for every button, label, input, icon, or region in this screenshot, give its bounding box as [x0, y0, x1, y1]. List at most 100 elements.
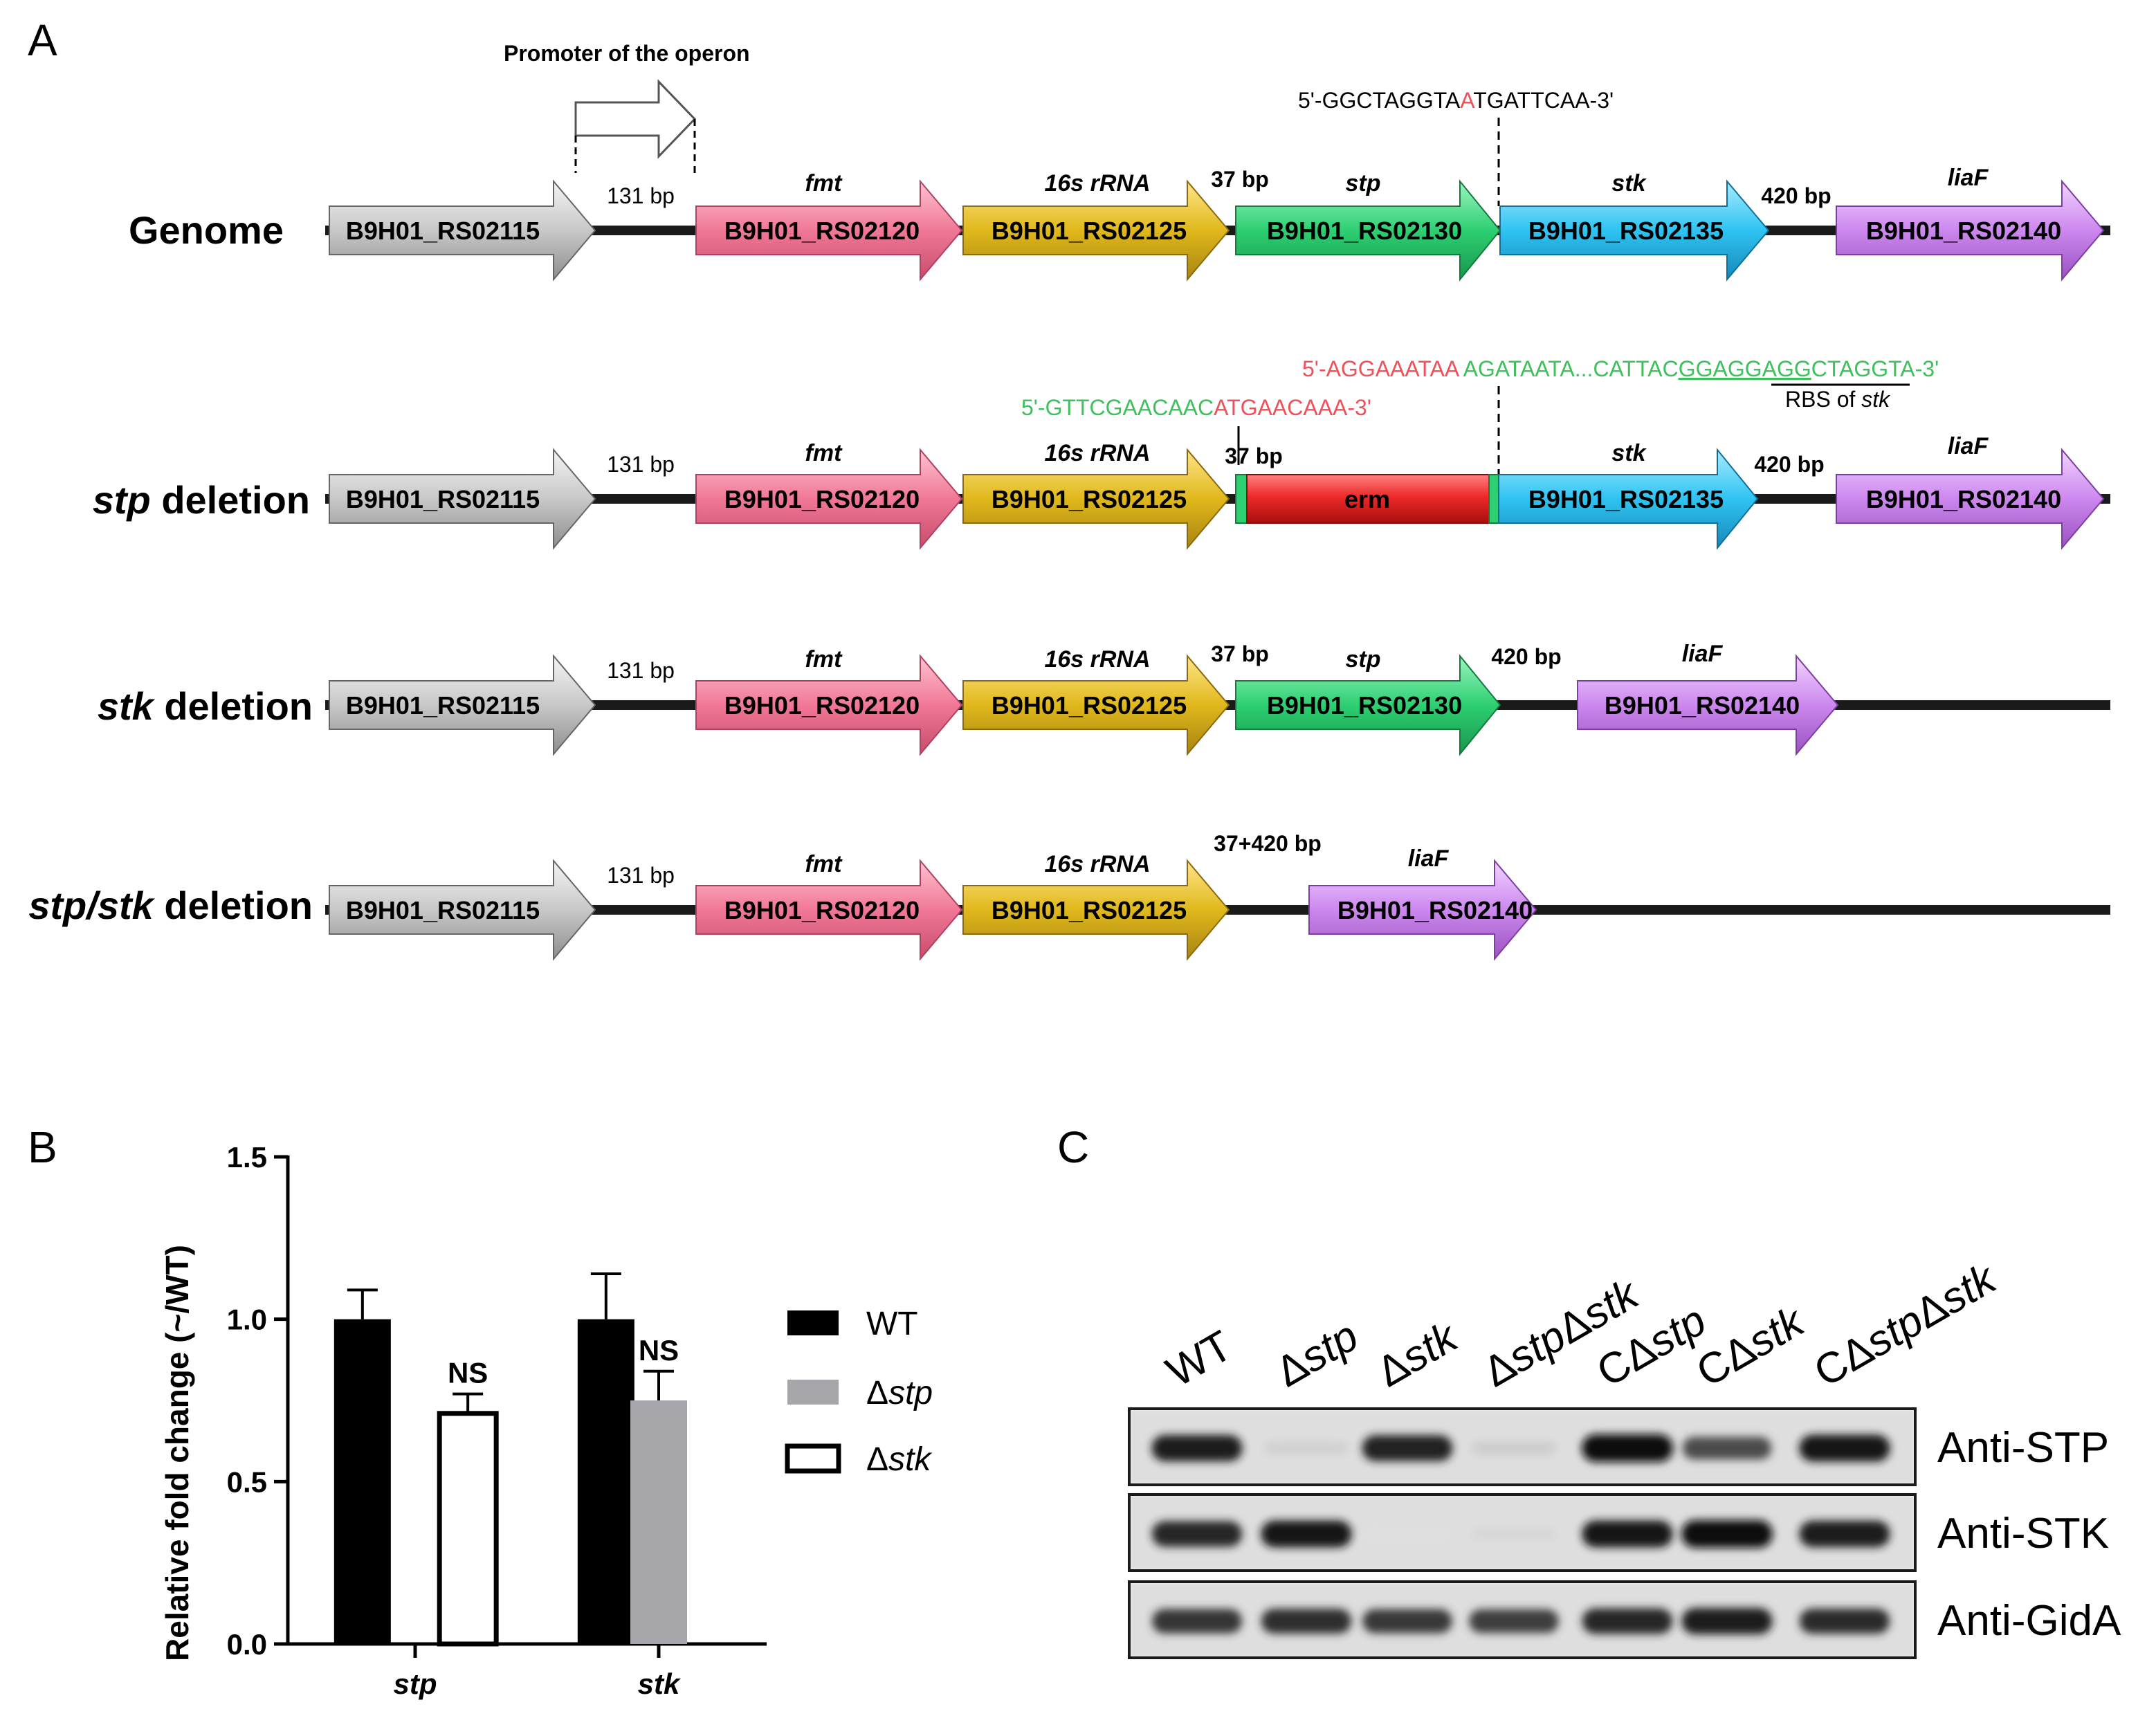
gene-rs02115: B9H01_RS02115 — [329, 448, 596, 550]
gap-label-131: 131 bp — [607, 863, 675, 888]
promoter-arrow-icon — [574, 79, 697, 159]
gap-label-420: 420 bp — [1761, 183, 1831, 208]
gene-arrow — [962, 654, 1230, 756]
lane-label: WT — [1159, 1322, 1241, 1396]
locus-label: B9H01_RS02115 — [346, 691, 540, 720]
erm-flank-left — [1235, 474, 1248, 524]
gene-arrow — [1836, 179, 2105, 282]
blot-band — [1681, 1608, 1773, 1634]
gene-rs02120: B9H01_RS02120 fmt — [695, 646, 963, 756]
locus-label: B9H01_RS02120 — [724, 485, 920, 513]
x-tick-label: stk — [638, 1667, 682, 1700]
gene-name: 16s rRNA — [1044, 646, 1150, 673]
blot-band — [1261, 1520, 1352, 1548]
gene-rs02135: B9H01_RS02135 stk — [1499, 170, 1770, 282]
gap-label-131: 131 bp — [607, 452, 675, 477]
row-stk-deletion: stk deletion B9H01_RS02115 131 bp B9H01_… — [98, 641, 2110, 756]
gene-name: liaF — [1682, 641, 1724, 667]
blot-strip: Anti-STP — [1128, 1407, 2109, 1486]
locus-label: B9H01_RS02125 — [992, 896, 1187, 924]
bar — [630, 1400, 687, 1644]
gene-rs02125: B9H01_RS02125 16s rRNA — [962, 440, 1230, 550]
gene-arrow — [962, 448, 1230, 550]
blots: Anti-STP Anti-STK Anti-GidA — [1128, 1407, 2121, 1659]
legend: WT Δstp Δstk — [785, 1306, 933, 1478]
blot-band — [1362, 1609, 1452, 1634]
gene-arrow — [1499, 179, 1770, 282]
gene-arrow — [1235, 179, 1501, 282]
gene-name: liaF — [1948, 165, 1989, 191]
blot-band — [1682, 1436, 1772, 1460]
lane-label: Δstp — [1268, 1312, 1367, 1396]
legend-label: Δstp — [866, 1375, 933, 1411]
promoter: Promoter of the operon — [504, 41, 750, 173]
significance-label: NS — [639, 1334, 679, 1367]
gene-name: stp — [1346, 646, 1381, 673]
y-axis-label: Relative fold change (~/WT) — [159, 1245, 195, 1661]
gene-rs02140: B9H01_RS02140 liaF — [1836, 165, 2105, 282]
gene-rs02120: B9H01_RS02120 fmt — [695, 440, 963, 550]
locus-label: B9H01_RS02115 — [346, 217, 540, 245]
gene-rs02140: B9H01_RS02140 liaF — [1308, 846, 1537, 961]
bar — [334, 1319, 391, 1644]
locus-label: B9H01_RS02120 — [724, 217, 920, 245]
gene-rs02130: B9H01_RS02130 stp — [1235, 646, 1501, 756]
locus-label: erm — [1344, 485, 1390, 513]
locus-label: B9H01_RS02115 — [346, 485, 540, 513]
gene-arrow — [1836, 448, 2105, 550]
bar — [577, 1319, 634, 1644]
gap-label-457: 37+420 bp — [1214, 831, 1322, 856]
gene-arrow — [1498, 448, 1759, 550]
locus-label: B9H01_RS02140 — [1866, 217, 2061, 245]
gene-name: liaF — [1948, 433, 1989, 459]
gap-label-37: 37 bp — [1211, 641, 1269, 666]
gene-arrow — [695, 448, 963, 550]
gene-erm: erm — [1235, 474, 1499, 524]
gap-label-420: 420 bp — [1491, 644, 1561, 669]
erm-flank-right — [1488, 474, 1499, 524]
gene-arrow — [695, 654, 963, 756]
seq-stp-upper: 5'-AGGAAATAA AGATAATA...CATTACGGAGGAGGCT… — [1302, 356, 1939, 381]
gene-rs02125: B9H01_RS02125 16s rRNA — [962, 646, 1230, 756]
locus-label: B9H01_RS02140 — [1866, 485, 2061, 513]
panel-b-bar-chart: B Relative fold change (~/WT) 0.0 0.5 1.0 1… — [28, 1122, 933, 1700]
panel-a-gene-map: A Promoter of the operon 5'-GGCTAGGTAATG… — [28, 15, 2110, 961]
blot-strip: Anti-GidA — [1128, 1580, 2121, 1659]
gap-label-131: 131 bp — [607, 183, 675, 208]
gene-rs02125: B9H01_RS02125 16s rRNA — [962, 170, 1230, 282]
gene-rs02125: B9H01_RS02125 16s rRNA — [962, 851, 1230, 961]
gene-rs02135: B9H01_RS02135 stk — [1498, 440, 1759, 550]
gene-arrow — [329, 179, 596, 282]
panel-c-western-blot: C WT Δstp Δstk ΔstpΔstkCΔstpCΔstkCΔstpΔstk … — [1057, 1122, 2121, 1659]
gene-arrow — [962, 859, 1230, 961]
gene-arrow — [1577, 654, 1839, 756]
seq-stp-lower: 5'-GTTCGAACAACATGAACAAA-3' — [1021, 395, 1371, 420]
gene-name: stk — [1611, 440, 1647, 466]
blot-band — [1799, 1434, 1890, 1462]
legend-swatch — [787, 1310, 839, 1335]
gene-rs02115: B9H01_RS02115 — [329, 654, 596, 756]
blot-band — [1152, 1609, 1242, 1634]
blot-band — [1362, 1435, 1453, 1461]
gene-rs02140: B9H01_RS02140 liaF — [1836, 433, 2105, 550]
panel-label-b: B — [28, 1122, 57, 1172]
locus-label: B9H01_RS02115 — [346, 896, 540, 924]
row-stp-stk-deletion: stp/stk deletion B9H01_RS02115 131 bp B9… — [28, 831, 2110, 961]
blot-band — [1472, 1528, 1556, 1540]
gene-name: stp — [1346, 170, 1381, 197]
y-tick-label: 1.5 — [227, 1141, 267, 1173]
gap-label-37: 37 bp — [1211, 167, 1269, 192]
legend-label: Δstk — [866, 1441, 933, 1478]
gene-name: 16s rRNA — [1044, 851, 1150, 877]
locus-label: B9H01_RS02140 — [1337, 896, 1533, 924]
gene-arrow — [695, 859, 963, 961]
gene-name: 16s rRNA — [1044, 170, 1150, 197]
gene-arrow — [329, 448, 596, 550]
panel-label-a: A — [28, 15, 57, 65]
row-label: stk deletion — [98, 684, 313, 728]
significance-label: NS — [448, 1357, 488, 1389]
gene-rs02120: B9H01_RS02120 fmt — [695, 170, 963, 282]
gap-label-37: 37 bp — [1225, 444, 1283, 468]
